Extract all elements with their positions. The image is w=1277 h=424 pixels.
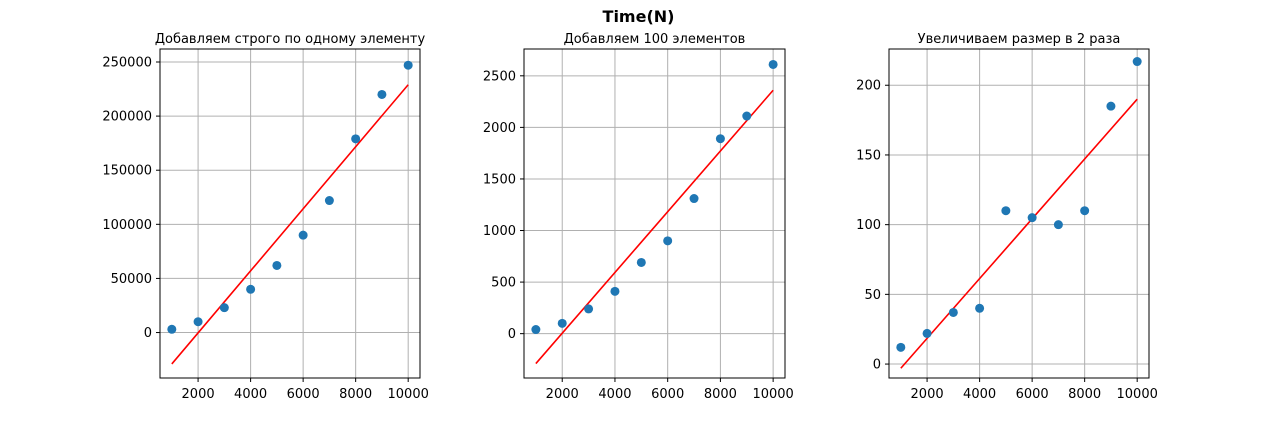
x-tick-label: 8000 [339,387,372,402]
axes-frame [523,48,786,379]
subplot-2: 2000 4000 6000 8000 10000 0 500 1000 1500 2000 250… [483,32,794,402]
x-tick-label: 10000 [388,387,429,402]
y-tick-label: 250000 [102,55,152,70]
y-tick-label: 0 [873,358,881,373]
subplot-3: 2000 4000 6000 8000 10000 0 50 100 150 200 Увеличи… [856,32,1158,402]
y-tick-label: 0 [508,327,516,342]
data-point [193,317,203,327]
x-tick-label: 6000 [651,387,684,402]
data-point [1132,57,1142,67]
y-tick-label: 500 [491,276,516,291]
subplot-title: Увеличиваем размер в 2 раза [918,32,1121,47]
data-point [246,284,256,294]
data-point [219,303,229,313]
data-point [1053,220,1063,230]
x-tick-label: 10000 [1117,387,1158,402]
data-point [663,236,673,246]
y-tick-label: 2500 [483,69,516,84]
x-tick-label: 8000 [704,387,737,402]
data-point [1080,206,1090,216]
data-point [272,260,282,270]
data-point [975,303,985,313]
x-tick-label: 2000 [182,387,215,402]
data-point [948,307,958,317]
x-tick-label: 4000 [598,387,631,402]
data-point [351,134,361,144]
data-point [1106,101,1116,111]
fit-line [171,84,409,365]
data-point [689,194,699,204]
data-point [768,59,778,69]
data-point [896,342,906,352]
y-tick-label: 150000 [102,164,152,179]
figure-title: Time(N) [603,7,675,26]
y-tick-label: 200000 [102,110,152,125]
x-tick-label: 2000 [911,387,944,402]
y-tick-label: 2000 [483,121,516,136]
data-point [1027,213,1037,223]
x-tick-label: 6000 [1016,387,1049,402]
data-point [298,230,308,240]
subplot-1: 2000 4000 6000 8000 100000500001000001500002… [102,32,429,402]
subplot-title: Добавляем 100 элементов [564,32,746,47]
x-tick-label: 4000 [234,387,267,402]
axes-frame [159,48,421,379]
y-tick-label: 100 [856,218,881,233]
y-tick-label: 0 [144,326,152,341]
data-point [922,328,932,338]
data-point [742,111,752,121]
x-tick-label: 10000 [752,387,793,402]
x-tick-label: 8000 [1068,387,1101,402]
data-point [167,324,177,334]
y-tick-label: 150 [856,148,881,163]
data-point [324,196,334,206]
data-point [715,134,725,144]
fit-line [535,89,774,365]
subplot-title: Добавляем строго по одному элементу [155,32,426,47]
y-tick-label: 50 [864,288,881,303]
data-point [636,257,646,267]
data-point [1001,206,1011,216]
axes-frame [888,48,1150,379]
data-point [531,325,541,335]
data-point [377,89,387,99]
x-tick-label: 4000 [963,387,996,402]
data-point [557,318,567,328]
x-tick-label: 2000 [546,387,579,402]
x-tick-label: 6000 [287,387,320,402]
y-tick-label: 100000 [102,218,152,233]
fit-line [900,98,1138,369]
data-point [610,286,620,296]
y-tick-label: 1000 [483,224,516,239]
data-point [403,60,413,70]
subplots: 2000 4000 6000 8000 100000500001000001500002… [102,32,1158,402]
y-tick-label: 1500 [483,172,516,187]
y-tick-label: 200 [856,79,881,94]
y-tick-label: 50000 [111,272,152,287]
data-point [584,304,594,314]
